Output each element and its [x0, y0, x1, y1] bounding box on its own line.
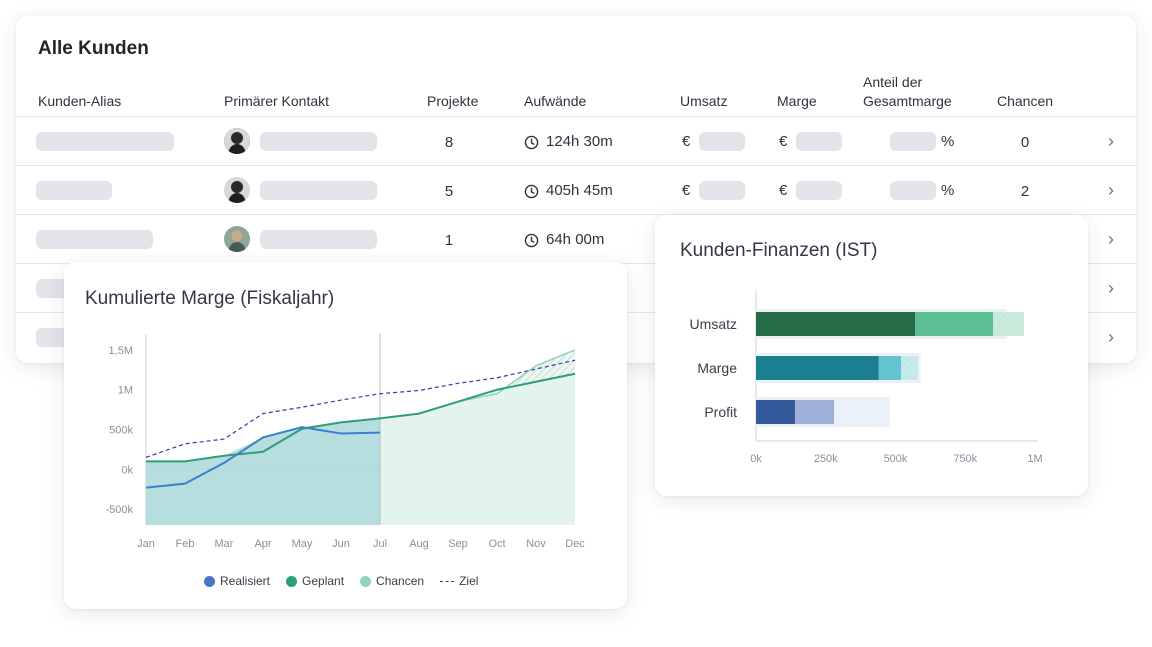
- revenue-currency: €: [682, 182, 691, 199]
- y-tick-label: 0k: [121, 464, 133, 476]
- margin-chart-card: Kumulierte Marge (Fiskaljahr) 1,5M 1M 500k…: [64, 262, 627, 609]
- header-revenue[interactable]: Umsatz: [680, 93, 728, 109]
- clock-icon: [524, 184, 539, 199]
- y-tick-label: 1M: [118, 385, 133, 397]
- margin-chart-legend: Realisiert Geplant Chancen Ziel: [204, 574, 478, 588]
- chevron-right-icon[interactable]: ›: [1108, 278, 1114, 298]
- x-tick-label: 0k: [750, 453, 762, 465]
- bar-segment: [756, 356, 879, 380]
- chevron-right-icon[interactable]: ›: [1108, 327, 1114, 347]
- category-label: Marge: [697, 360, 737, 376]
- finance-chart-card: Kunden-Finanzen (IST) Umsatz Marge Profit 0…: [655, 215, 1088, 496]
- finance-chart-title: Kunden-Finanzen (IST): [680, 240, 878, 261]
- projects-count: 1: [444, 232, 454, 249]
- revenue-placeholder: [699, 181, 745, 200]
- series-line-planned: [146, 372, 576, 463]
- x-tick-label: Dec: [565, 538, 585, 550]
- clock-icon: [524, 233, 539, 248]
- clock-icon: [524, 135, 539, 150]
- bar-segment: [878, 356, 902, 380]
- margin-placeholder: [796, 132, 842, 151]
- projects-count: 8: [444, 134, 454, 151]
- alias-placeholder: [36, 181, 112, 200]
- chevron-right-icon[interactable]: ›: [1108, 180, 1114, 200]
- margin-currency: €: [779, 182, 788, 199]
- margin-placeholder: [796, 181, 842, 200]
- series-line-target: [145, 359, 576, 458]
- header-share-line2: Gesamtmarge: [863, 93, 952, 109]
- y-tick-label: 500k: [109, 425, 133, 437]
- header-alias[interactable]: Kunden-Alias: [38, 93, 122, 109]
- contact-placeholder: [260, 230, 377, 249]
- x-tick-label: Jun: [332, 538, 350, 550]
- y-tick-label: 1,5M: [109, 345, 133, 357]
- x-tick-label: Jan: [137, 538, 155, 550]
- finance-bar-chart: Umsatz Marge Profit 0k 250k 500k 750k 1M: [690, 289, 1043, 465]
- alias-placeholder: [36, 132, 174, 151]
- x-tick-label: 1M: [1027, 453, 1042, 465]
- realized-area: [146, 418, 380, 525]
- x-tick-label: Aug: [409, 538, 429, 550]
- category-label: Profit: [704, 404, 737, 420]
- share-percent: %: [941, 182, 955, 199]
- revenue-currency: €: [682, 133, 691, 150]
- bar-segment: [756, 400, 796, 424]
- chevron-right-icon[interactable]: ›: [1108, 229, 1114, 249]
- share-percent: %: [941, 133, 955, 150]
- alias-placeholder: [36, 230, 153, 249]
- header-projects[interactable]: Projekte: [427, 93, 479, 109]
- margin-line-chart: 1,5M 1M 500k 0k -500k Jan Feb Mar Apr May Jun Jul Au…: [105, 334, 585, 550]
- header-contact[interactable]: Primärer Kontakt: [224, 93, 330, 109]
- header-share-line1[interactable]: Anteil der: [863, 74, 923, 90]
- x-tick-label: Feb: [176, 538, 195, 550]
- avatar: [224, 177, 250, 203]
- bar-segment: [795, 400, 835, 424]
- x-tick-label: Oct: [488, 538, 505, 550]
- page-title: Alle Kunden: [38, 38, 149, 59]
- x-tick-label: 500k: [884, 453, 908, 465]
- header-chances[interactable]: Chancen: [997, 93, 1054, 109]
- x-tick-label: Apr: [254, 538, 271, 550]
- x-tick-label: Jul: [373, 538, 387, 550]
- chances-count: 2: [1020, 183, 1030, 200]
- x-tick-label: Sep: [448, 538, 468, 550]
- bar-segment-hatch: [901, 356, 918, 380]
- share-placeholder: [890, 132, 936, 151]
- margin-currency: €: [779, 133, 788, 150]
- x-tick-label: Nov: [526, 538, 546, 550]
- x-tick-label: May: [292, 538, 313, 550]
- contact-placeholder: [260, 132, 377, 151]
- bar-segment: [915, 312, 994, 336]
- revenue-placeholder: [699, 132, 745, 151]
- table-row[interactable]: 1 64h 00m ›: [16, 214, 1136, 264]
- header-margin[interactable]: Marge: [777, 93, 817, 109]
- header-efforts[interactable]: Aufwände: [524, 93, 587, 109]
- bar-segment: [756, 312, 916, 336]
- chances-count: 0: [1020, 134, 1030, 151]
- x-tick-label: Mar: [215, 538, 234, 550]
- legend-item-realized: Realisiert: [204, 574, 270, 588]
- legend-item-chances: Chancen: [360, 574, 424, 588]
- chevron-right-icon[interactable]: ›: [1108, 131, 1114, 151]
- table-row[interactable]: 8 124h 30m € € % 0 ›: [16, 116, 1136, 166]
- margin-chart-title: Kumulierte Marge (Fiskaljahr): [85, 288, 335, 309]
- contact-placeholder: [260, 181, 377, 200]
- x-tick-label: 250k: [814, 453, 838, 465]
- bar-segment-hatch: [993, 312, 1024, 336]
- x-tick-label: 750k: [953, 453, 977, 465]
- avatar: [224, 128, 250, 154]
- legend-item-planned: Geplant: [286, 574, 344, 588]
- category-label: Umsatz: [690, 316, 737, 332]
- avatar: [224, 226, 250, 252]
- y-tick-label: -500k: [105, 504, 133, 516]
- table-row[interactable]: 5 405h 45m € € % 2 ›: [16, 165, 1136, 215]
- series-line-realized: [145, 426, 381, 489]
- projects-count: 5: [444, 183, 454, 200]
- legend-item-target: Ziel: [440, 574, 478, 588]
- share-placeholder: [890, 181, 936, 200]
